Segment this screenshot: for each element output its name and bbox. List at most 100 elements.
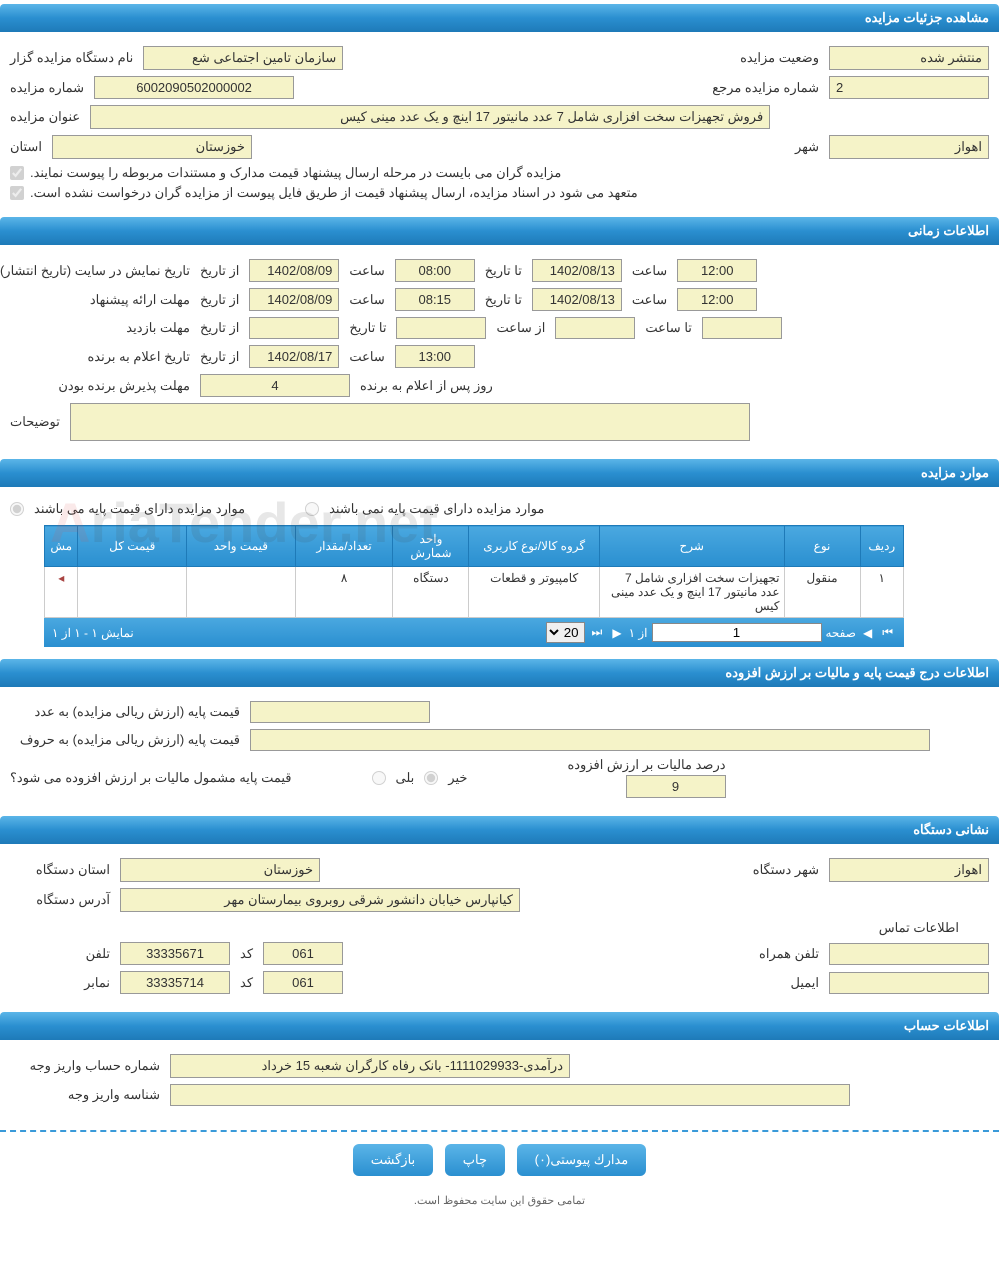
offer-label: مهلت ارائه پیشنهاد <box>10 292 190 308</box>
offer-to-date: 1402/08/13 <box>532 288 622 311</box>
phone-code-value: 061 <box>263 942 343 965</box>
to-date-label-3: تا تاریخ <box>349 320 386 336</box>
base-txt-label: قیمت پایه (ارزش ریالی مزایده) به حروف <box>10 732 240 748</box>
section-pricing-header: اطلاعات درج قیمت پایه و مالیات بر ارزش ا… <box>0 659 999 687</box>
base-num-label: قیمت پایه (ارزش ریالی مزایده) به عدد <box>10 704 240 720</box>
title-value: فروش تجهیزات سخت افزاری شامل 7 عدد مانیت… <box>90 105 770 129</box>
from-date-label: از تاریخ <box>200 263 239 279</box>
section-account-header: اطلاعات حساب <box>0 1012 999 1040</box>
publish-label: تاریخ نمایش در سایت (تاریخ انتشار) <box>10 263 190 279</box>
offer-from-date: 1402/08/09 <box>249 288 339 311</box>
print-button[interactable]: چاپ <box>445 1144 505 1176</box>
visit-label: مهلت بازدید <box>10 320 190 336</box>
phone-value: 33335671 <box>120 942 230 965</box>
col-more: مش <box>45 526 78 567</box>
fax-code-label: کد <box>240 975 253 991</box>
acc-no-value: درآمدی-1111029933- بانک رفاه کارگران شعب… <box>170 1054 570 1078</box>
from-date-label-2: از تاریخ <box>200 292 239 308</box>
pager-page-input[interactable] <box>652 623 822 642</box>
attachments-button[interactable]: مدارك پيوستی(٠) <box>517 1144 647 1176</box>
expand-row-icon[interactable]: ◂ <box>45 567 78 618</box>
fax-label: نمابر <box>10 975 110 991</box>
offer-to-time: 12:00 <box>677 288 757 311</box>
vat-pct-value: 9 <box>626 775 726 798</box>
cell-group: کامپیوتر و قطعات <box>469 567 599 618</box>
auction-no-value: 6002090502000002 <box>94 76 294 99</box>
vat-yes-radio[interactable]: بلی <box>372 770 415 786</box>
agency-city-value: اهواز <box>829 858 989 882</box>
pager-size-select[interactable]: 20 <box>546 622 585 643</box>
table-header-row: ردیف نوع شرح گروه کالا/نوع کاربری واحد ش… <box>45 526 904 567</box>
agency-province-value: خوزستان <box>120 858 320 882</box>
from-date-label-3: از تاریخ <box>200 320 239 336</box>
vat-pct-label: درصد مالیات بر ارزش افزوده <box>567 757 725 773</box>
winner-from-date: 1402/08/17 <box>249 345 339 368</box>
deposit-id-value <box>170 1084 850 1106</box>
pager-prev-icon[interactable]: ◀ <box>860 626 875 640</box>
mobile-label: تلفن همراه <box>759 946 819 962</box>
section-details-header: مشاهده جزئیات مزایده <box>0 4 999 32</box>
commitment-label: متعهد می شود در اسناد مزایده، ارسال پیشن… <box>30 185 638 201</box>
cell-total <box>78 567 187 618</box>
time-label-2: ساعت <box>632 263 667 279</box>
publish-to-time: 12:00 <box>677 259 757 282</box>
no-base-price-radio[interactable]: موارد مزایده دارای قیمت پایه نمی باشند <box>305 501 544 517</box>
mobile-value <box>829 943 989 965</box>
attach-docs-label: مزایده گران می بایست در مرحله ارسال پیشن… <box>30 165 561 181</box>
to-date-label: تا تاریخ <box>485 263 522 279</box>
deposit-id-label: شناسه واریز وجه <box>10 1087 160 1103</box>
fax-value: 33335714 <box>120 971 230 994</box>
agency-addr-label: آدرس دستگاه <box>10 892 110 908</box>
back-button[interactable]: بازگشت <box>353 1144 433 1176</box>
org-label: نام دستگاه مزایده گزار <box>10 50 133 66</box>
base-txt-value <box>250 729 930 751</box>
title-label: عنوان مزایده <box>10 109 80 125</box>
desc-value <box>70 403 750 441</box>
to-date-label-2: تا تاریخ <box>485 292 522 308</box>
to-time-label: تا ساعت <box>645 320 692 336</box>
agency-province-label: استان دستگاه <box>10 862 110 878</box>
commitment-checkbox <box>10 186 24 200</box>
no-base-price-label: موارد مزایده دارای قیمت پایه نمی باشند <box>329 501 544 517</box>
cell-idx: ١ <box>860 567 903 618</box>
email-value <box>829 972 989 994</box>
pager-last-icon[interactable]: ⏭ <box>589 625 606 640</box>
vat-no-radio[interactable]: خیر <box>424 770 467 786</box>
col-row: ردیف <box>860 526 903 567</box>
cell-type: منقول <box>784 567 860 618</box>
col-total: قیمت کل <box>78 526 187 567</box>
visit-from-date <box>249 317 339 339</box>
col-unit-price: قیمت واحد <box>187 526 296 567</box>
auction-no-label: شماره مزایده <box>10 80 84 96</box>
time-label-1: ساعت <box>349 263 384 279</box>
time-label-4: ساعت <box>632 292 667 308</box>
ref-no-label: شماره مزایده مرجع <box>712 80 819 96</box>
phone-code-label: کد <box>240 946 253 962</box>
table-row: ١ منقول تجهیزات سخت افزاری شامل 7 عدد ما… <box>45 567 904 618</box>
pager-summary: نمایش ۱ - ۱ از ۱ <box>52 626 134 640</box>
visit-from-time <box>555 317 635 339</box>
cell-qty: ٨ <box>295 567 393 618</box>
footer-buttons: مدارك پيوستی(٠) چاپ بازگشت <box>0 1130 999 1188</box>
pager-first-icon[interactable]: ⏮ <box>879 625 896 640</box>
agency-addr-value: کیانپارس خیابان دانشور شرقی روبروی بیمار… <box>120 888 520 912</box>
agency-city-label: شهر دستگاه <box>753 862 819 878</box>
cell-unit: دستگاه <box>393 567 469 618</box>
time-label-3: ساعت <box>349 292 384 308</box>
acc-no-label: شماره حساب واریز وجه <box>10 1058 160 1074</box>
fax-code-value: 061 <box>263 971 343 994</box>
has-base-price-radio[interactable]: موارد مزایده دارای قیمت پایه می باشند <box>10 501 245 517</box>
col-qty: تعداد/مقدار <box>295 526 393 567</box>
pager-page-prefix: صفحه <box>826 626 856 640</box>
offer-from-time: 08:15 <box>395 288 475 311</box>
pager-page-suffix: از ۱ <box>629 626 648 640</box>
winner-label: تاریخ اعلام به برنده <box>10 349 190 365</box>
city-value: اهواز <box>829 135 989 159</box>
pager-next-icon[interactable]: ▶ <box>609 626 624 640</box>
col-unit: واحد شمارش <box>393 526 469 567</box>
col-desc: شرح <box>599 526 784 567</box>
ref-no-value: 2 <box>829 76 989 99</box>
visit-to-time <box>702 317 782 339</box>
contact-heading: اطلاعات تماس <box>10 920 959 936</box>
section-timing-header: اطلاعات زمانی <box>0 217 999 245</box>
